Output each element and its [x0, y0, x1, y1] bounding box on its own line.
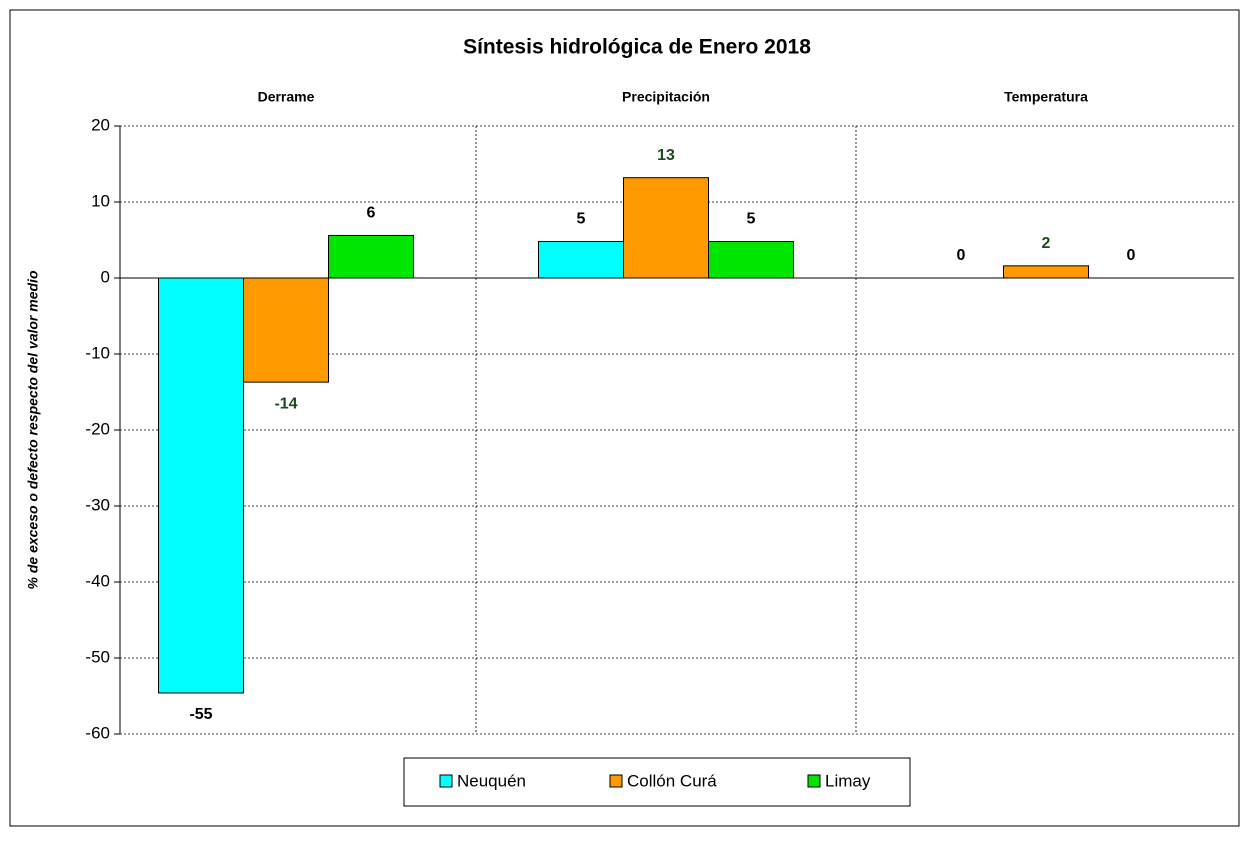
bar — [538, 241, 624, 279]
legend-label: Limay — [825, 771, 871, 790]
legend-label: Collón Curá — [627, 771, 717, 790]
y-tick-label: -30 — [85, 495, 110, 514]
bar — [1003, 265, 1089, 279]
data-label: 2 — [1042, 235, 1051, 252]
data-label: 0 — [957, 247, 966, 264]
y-tick-label: 20 — [91, 115, 110, 134]
bar — [328, 234, 414, 279]
y-axis-label: % de exceso o defecto respecto del valor… — [25, 270, 41, 589]
legend-swatch — [439, 774, 453, 788]
legend-label: Neuquén — [457, 771, 526, 790]
y-tick-label: -60 — [85, 723, 110, 742]
chart-title: Síntesis hidrológica de Enero 2018 — [463, 36, 811, 59]
y-tick-label: -40 — [85, 571, 110, 590]
data-label: 5 — [577, 211, 586, 228]
bar — [158, 277, 244, 694]
legend-box — [403, 757, 911, 807]
data-label: 5 — [747, 211, 756, 228]
y-tick-label: -10 — [85, 343, 110, 362]
data-label: 0 — [1127, 247, 1136, 264]
data-label: -55 — [189, 706, 212, 723]
legend-swatch — [609, 774, 623, 788]
bar — [243, 277, 329, 383]
category-label: Temperatura — [1004, 89, 1088, 105]
y-tick-label: 10 — [91, 191, 110, 210]
y-tick-label: -50 — [85, 647, 110, 666]
y-tick-label: -20 — [85, 419, 110, 438]
bar — [708, 241, 794, 279]
legend-swatch — [807, 774, 821, 788]
category-label: Derrame — [258, 89, 315, 105]
category-label: Precipitación — [622, 89, 710, 105]
data-label: 13 — [657, 147, 675, 164]
bar — [623, 177, 709, 279]
data-label: 6 — [367, 205, 376, 222]
data-label: -14 — [274, 395, 297, 412]
y-tick-label: 0 — [101, 267, 110, 286]
